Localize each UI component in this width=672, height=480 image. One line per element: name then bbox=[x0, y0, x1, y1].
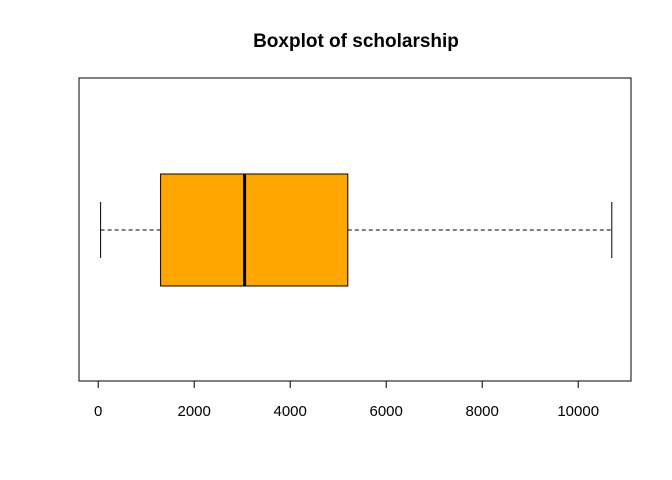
x-tick-label: 2000 bbox=[178, 403, 211, 420]
x-tick-label: 6000 bbox=[370, 403, 403, 420]
chart-title: Boxplot of scholarship bbox=[253, 31, 459, 52]
x-axis: 0 2000 4000 6000 8000 10000 bbox=[94, 380, 599, 420]
x-tick-label: 4000 bbox=[274, 403, 307, 420]
iqr-box bbox=[160, 173, 349, 287]
x-tick-label: 10000 bbox=[557, 403, 599, 420]
x-tick-label: 8000 bbox=[466, 403, 499, 420]
x-tick-label: 0 bbox=[94, 403, 102, 420]
box-plot bbox=[100, 173, 613, 287]
